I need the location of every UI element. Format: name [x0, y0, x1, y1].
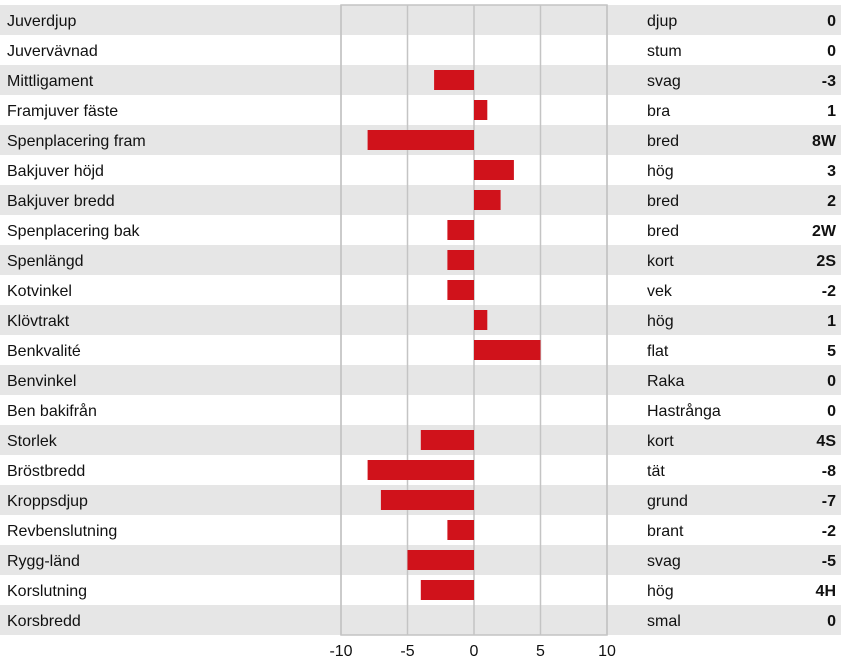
trait-label: Kroppsdjup — [7, 493, 88, 510]
trait-score: 2W — [812, 223, 837, 240]
trait-descriptor: grund — [647, 493, 688, 510]
trait-label: Benkvalité — [7, 343, 81, 360]
trait-descriptor: Hastrånga — [647, 402, 721, 420]
trait-label: Kotvinkel — [7, 283, 72, 300]
trait-label: Korsbredd — [7, 613, 81, 630]
trait-descriptor: tät — [647, 463, 665, 480]
trait-score: 8W — [812, 133, 837, 150]
trait-label: Storlek — [7, 433, 58, 450]
trait-label: Rygg-länd — [7, 553, 80, 570]
trait-label: Bröstbredd — [7, 463, 85, 480]
trait-score: 1 — [827, 313, 836, 330]
trait-score: 0 — [827, 613, 836, 630]
trait-score: 2S — [816, 253, 836, 270]
trait-score: -5 — [822, 553, 836, 570]
trait-descriptor: hög — [647, 583, 674, 600]
bars — [367, 70, 541, 600]
trait-descriptor: svag — [647, 73, 681, 90]
trait-descriptor: kort — [647, 433, 674, 450]
trait-label: Spenplacering bak — [7, 223, 141, 240]
trait-score: -2 — [822, 523, 836, 540]
bar — [434, 70, 474, 90]
trait-label: Mittligament — [7, 73, 94, 90]
row-stripe — [0, 65, 841, 95]
trait-score: 0 — [827, 43, 836, 60]
trait-descriptor: vek — [647, 283, 673, 300]
row-labels: Juverdjup djup 0 Juvervävnad stum 0 Mittligame… — [7, 13, 837, 630]
trait-score: 1 — [827, 103, 836, 120]
trait-descriptor: svag — [647, 553, 681, 570]
trait-label: Klövtrakt — [7, 313, 70, 330]
trait-descriptor: flat — [647, 343, 669, 360]
trait-score: -3 — [822, 73, 836, 90]
x-tick-label: 10 — [598, 643, 616, 659]
trait-label: Benvinkel — [7, 373, 76, 390]
row-stripe — [0, 5, 841, 35]
trait-score: 0 — [827, 13, 836, 30]
trait-label: Korslutning — [7, 583, 87, 600]
trait-label: Spenplacering fram — [7, 133, 146, 150]
trait-descriptor: djup — [647, 13, 677, 30]
x-tick-label: 5 — [536, 643, 545, 659]
trait-descriptor: bred — [647, 223, 679, 240]
trait-descriptor: smal — [647, 613, 681, 630]
bar — [474, 100, 488, 120]
trait-descriptor: brant — [647, 523, 684, 540]
bar — [474, 340, 541, 360]
row-stripe — [0, 365, 841, 395]
x-tick-label: 0 — [470, 643, 479, 659]
x-tick-label: -10 — [329, 643, 352, 659]
trait-descriptor: hög — [647, 163, 674, 180]
trait-label: Juvervävnad — [7, 43, 98, 60]
trait-descriptor: bred — [647, 193, 679, 210]
x-axis-ticks: -10 -5 0 5 10 — [329, 643, 616, 659]
trait-score: -8 — [822, 463, 836, 480]
row-stripe — [0, 185, 841, 215]
trait-label: Ben bakifrån — [7, 402, 97, 420]
bar — [447, 250, 474, 270]
bar — [447, 220, 474, 240]
bar — [474, 310, 488, 330]
bar — [407, 550, 474, 570]
trait-label: Framjuver fäste — [7, 103, 118, 120]
trait-score: 3 — [827, 163, 836, 180]
bar — [380, 490, 474, 510]
trait-descriptor: bred — [647, 133, 679, 150]
trait-score: -2 — [822, 283, 836, 300]
row-stripe — [0, 425, 841, 455]
bar — [420, 580, 474, 600]
row-stripe — [0, 605, 841, 635]
trait-score: -7 — [822, 493, 836, 510]
x-tick-label: -5 — [400, 643, 414, 659]
trait-score: 4H — [816, 583, 836, 600]
trait-label: Revbenslutning — [7, 523, 117, 540]
row-stripe — [0, 305, 841, 335]
trait-score: 4S — [816, 433, 836, 450]
trait-descriptor: kort — [647, 253, 674, 270]
bar — [447, 280, 474, 300]
trait-descriptor: Raka — [647, 373, 684, 390]
trait-score: 2 — [827, 193, 836, 210]
bar — [367, 130, 474, 150]
bar — [474, 190, 501, 210]
trait-label: Juverdjup — [7, 13, 76, 30]
trait-descriptor: hög — [647, 313, 674, 330]
bar — [420, 430, 474, 450]
trait-label: Bakjuver höjd — [7, 163, 104, 180]
trait-descriptor: bra — [647, 103, 670, 120]
trait-descriptor: stum — [647, 43, 682, 60]
trait-score: 0 — [827, 373, 836, 390]
bar — [474, 160, 514, 180]
trait-label: Spenlängd — [7, 253, 84, 270]
trait-label: Bakjuver bredd — [7, 193, 115, 210]
trait-score: 5 — [827, 343, 836, 360]
row-stripes — [0, 5, 841, 635]
bar — [367, 460, 474, 480]
trait-score: 0 — [827, 403, 836, 420]
row-stripe — [0, 245, 841, 275]
bar — [447, 520, 474, 540]
